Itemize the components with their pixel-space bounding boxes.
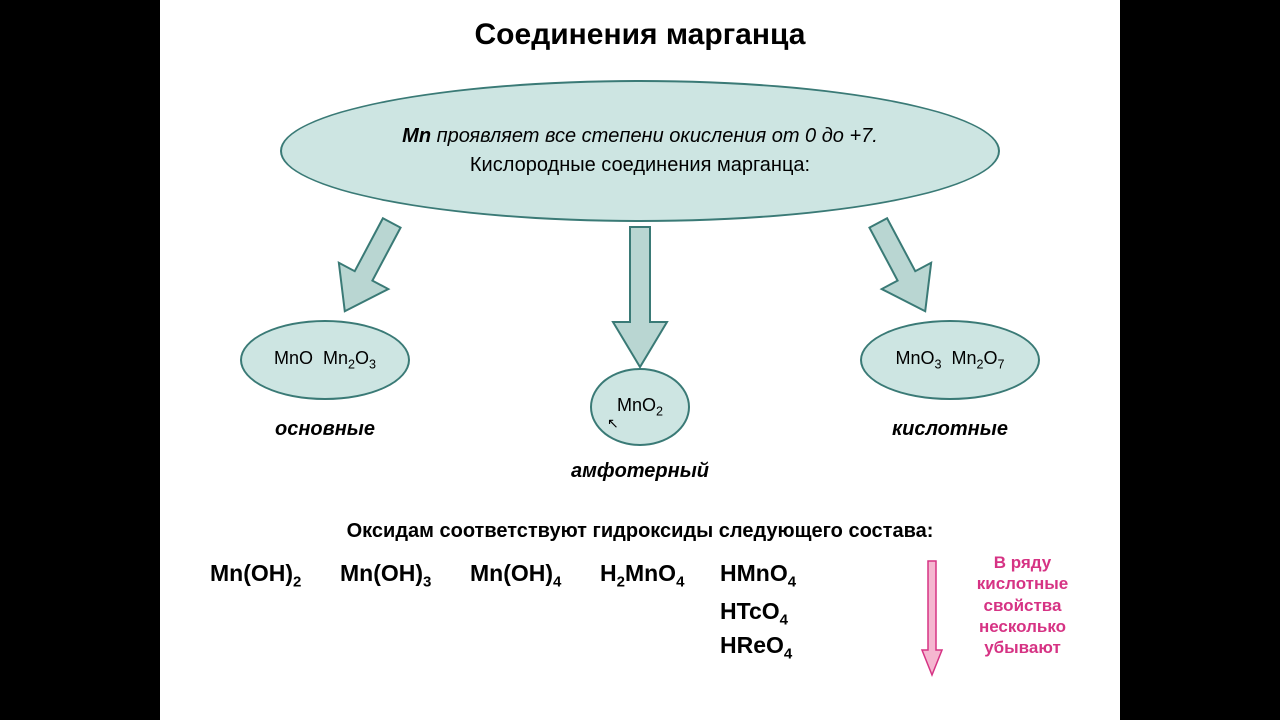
slide: Соединения марганца Mn проявляет все сте… bbox=[160, 0, 1120, 720]
note-line-3: несколько bbox=[940, 616, 1105, 637]
hyd-3: Mn(OH)4 bbox=[470, 560, 561, 591]
cursor-icon: ↖ bbox=[607, 415, 619, 432]
main-ellipse: Mn проявляет все степени окисления от 0 … bbox=[280, 80, 1000, 222]
hyd-4: H2MnO4 bbox=[600, 560, 684, 591]
node-left: MnO Mn2O3 bbox=[240, 320, 410, 400]
note-line-4: убывают bbox=[940, 637, 1105, 658]
note-line-1: кислотные bbox=[940, 573, 1105, 594]
main-line1: Mn проявляет все степени окисления от 0 … bbox=[402, 125, 878, 148]
main-line1-rest: проявляет все степени окисления от 0 до … bbox=[431, 125, 878, 147]
note-line-0: В ряду bbox=[940, 552, 1105, 573]
main-line1-mn: Mn bbox=[402, 125, 431, 147]
caption-right: кислотные bbox=[870, 418, 1030, 441]
node-right-formula: MnO3 Mn2O7 bbox=[895, 348, 1004, 372]
node-mid-formula: MnO2 bbox=[617, 395, 663, 419]
hyd-2: Mn(OH)3 bbox=[340, 560, 431, 591]
slide-title: Соединения марганца bbox=[160, 18, 1120, 52]
main-line2: Кислородные соединения марганца: bbox=[470, 154, 810, 177]
arrow-mid bbox=[595, 222, 685, 372]
hyd-5: HMnO4 bbox=[720, 560, 796, 591]
node-mid: MnO2 bbox=[590, 368, 690, 446]
hyd-6: HTcO4 bbox=[720, 598, 788, 629]
caption-mid: амфотерный bbox=[560, 460, 720, 483]
node-right: MnO3 Mn2O7 bbox=[860, 320, 1040, 400]
hyd-7: HReO4 bbox=[720, 632, 792, 663]
arrow-left bbox=[320, 215, 440, 335]
caption-left: основные bbox=[255, 418, 395, 441]
arrow-right bbox=[830, 215, 950, 335]
note-text: В ряду кислотные свойства несколько убыв… bbox=[940, 552, 1105, 658]
hydroxides-label: Оксидам соответствуют гидроксиды следующ… bbox=[220, 520, 1060, 543]
hyd-1: Mn(OH)2 bbox=[210, 560, 301, 591]
node-left-formula: MnO Mn2O3 bbox=[274, 348, 376, 372]
note-line-2: свойства bbox=[940, 595, 1105, 616]
